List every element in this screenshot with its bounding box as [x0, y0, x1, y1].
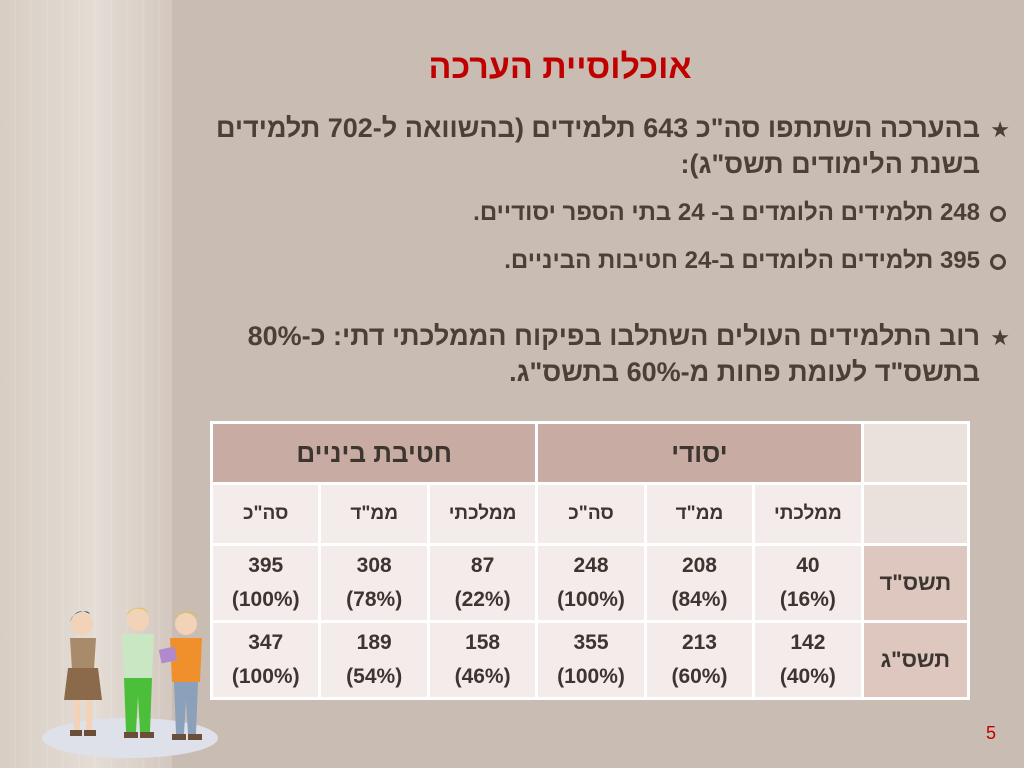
row-label: תשס"ד	[860, 543, 971, 623]
sub-bullet-elementary-text: 248 תלמידים הלומדים ב- 24 בתי הספר יסודי…	[473, 199, 980, 226]
cell-percent: (46%)	[454, 665, 511, 688]
group-header-middle: חטיבת ביניים	[209, 421, 539, 485]
table-group-header-row: יסודי חטיבת ביניים	[209, 421, 971, 485]
table-cell: 87 (22%)	[426, 543, 539, 623]
table-cell: 308 (78%)	[318, 543, 430, 623]
cell-count: 142	[790, 631, 826, 654]
cell-count: 40	[796, 554, 820, 577]
cell-count: 347	[248, 631, 284, 654]
table-cell: 355 (100%)	[535, 620, 647, 700]
table-row: תשס"ג 142 (40%) 213 (60%) 355 (100%) 158 (46…	[209, 620, 971, 700]
slide-title: אוכלוסיית הערכה	[428, 48, 692, 86]
table-cell: 208 (84%)	[643, 543, 756, 623]
sub-bullet-middle-text: 395 תלמידים הלומדים ב-24 חטיבות הביניים.	[504, 247, 980, 274]
cell-count: 355	[573, 631, 609, 654]
cell-count: 158	[465, 631, 501, 654]
table-column-header-row: ממלכתי ממ"ד סה"כ ממלכתי ממ"ד סה"כ	[209, 482, 971, 546]
child-girl	[64, 611, 102, 736]
table-cell: 189 (54%)	[318, 620, 430, 700]
cell-percent: (60%)	[671, 665, 728, 688]
bullet-supervision-text: רוב התלמידים העולים השתלבו בפיקוח הממלכת…	[247, 321, 980, 387]
population-table: יסודי חטיבת ביניים ממלכתי ממ"ד סה"כ ממלכ…	[209, 421, 971, 700]
table-cell: 213 (60%)	[643, 620, 756, 700]
table-cell: 347 (100%)	[209, 620, 322, 700]
sub-bullet-middle: 395 תלמידים הלומדים ב-24 חטיבות הביניים.	[260, 246, 1006, 276]
column-header: ממ"ד	[318, 482, 430, 546]
table-cell: 248 (100%)	[535, 543, 647, 623]
cell-count: 213	[681, 631, 717, 654]
page-number: 5	[985, 723, 996, 743]
ring-bullet-icon	[990, 206, 1006, 222]
group-header-elementary: יסודי	[535, 421, 864, 485]
table-corner-cell	[860, 482, 971, 546]
column-header: ממלכתי	[426, 482, 539, 546]
column-header: סה"כ	[209, 482, 322, 546]
table-cell: 142 (40%)	[752, 620, 864, 700]
table-cell: 158 (46%)	[426, 620, 539, 700]
star-bullet-icon: ★	[990, 325, 1010, 350]
table-corner-cell	[860, 421, 971, 485]
table-row: תשס"ד 40 (16%) 208 (84%) 248 (100%) 87 (22%)…	[209, 543, 971, 623]
column-header: ממ"ד	[643, 482, 756, 546]
cell-percent: (22%)	[454, 588, 511, 611]
cell-count: 87	[470, 554, 495, 577]
cell-count: 308	[356, 554, 392, 577]
star-bullet-icon: ★	[990, 117, 1010, 142]
cell-percent: (78%)	[346, 588, 403, 611]
cell-percent: (54%)	[346, 665, 403, 688]
children-clipart	[42, 607, 218, 758]
cell-count: 189	[356, 631, 392, 654]
bullet-participants-text: בהערכה השתתפו סה"כ 643 תלמידים (בהשוואה …	[215, 113, 980, 179]
bullet-supervision: ★ רוב התלמידים העולים השתלבו בפיקוח הממל…	[210, 318, 1010, 390]
cell-percent: (100%)	[557, 588, 625, 611]
table-cell: 40 (16%)	[752, 543, 864, 623]
cell-percent: (40%)	[779, 665, 836, 688]
ring-bullet-icon	[990, 254, 1006, 270]
column-header: סה"כ	[535, 482, 647, 546]
child-boy-green	[122, 607, 154, 738]
column-header: ממלכתי	[752, 482, 864, 546]
sub-bullet-elementary: 248 תלמידים הלומדים ב- 24 בתי הספר יסודי…	[260, 198, 1006, 228]
cell-count: 208	[681, 554, 717, 577]
row-label: תשס"ג	[860, 620, 971, 700]
cell-percent: (84%)	[671, 588, 728, 611]
cell-count: 395	[248, 554, 284, 577]
child-boy-orange	[158, 611, 202, 740]
cell-percent: (16%)	[779, 588, 836, 611]
cell-percent: (100%)	[557, 665, 625, 688]
cell-percent: (100%)	[231, 665, 300, 688]
cell-percent: (100%)	[231, 588, 300, 611]
table-cell: 395 (100%)	[209, 543, 322, 623]
cell-count: 248	[573, 554, 609, 577]
bullet-participants: ★ בהערכה השתתפו סה"כ 643 תלמידים (בהשווא…	[210, 110, 1010, 182]
